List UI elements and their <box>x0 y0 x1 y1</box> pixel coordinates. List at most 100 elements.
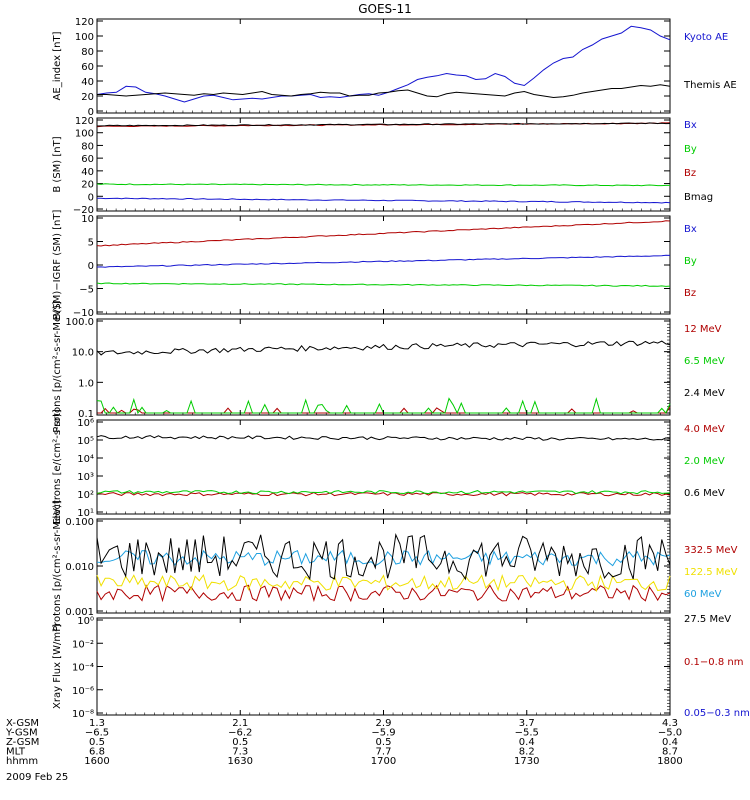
series-line-bx <box>97 197 671 204</box>
series-label: Bx <box>684 120 697 131</box>
series-label: 0.05−0.3 nm <box>684 708 750 719</box>
x-row-label: hhmm <box>6 756 38 767</box>
y-tick-label: 120 <box>75 116 94 127</box>
series-line-27-5-mev <box>96 533 671 581</box>
y-tick-label: 10⁵ <box>77 436 94 447</box>
series-label: 6.5 MeV <box>684 356 725 367</box>
x-tick-value: 8.7 <box>662 747 678 758</box>
y-tick-label: 120 <box>75 17 94 28</box>
x-tick-value: 2.1 <box>232 718 248 729</box>
x-tick-value: 1700 <box>371 756 396 767</box>
series-label: 332.5 MeV <box>684 545 738 556</box>
x-tick-value: 0.4 <box>662 737 678 748</box>
y-tick-label: 0.010 <box>65 562 94 573</box>
x-tick-value: 7.3 <box>232 747 248 758</box>
y-tick-label: 10² <box>77 490 94 501</box>
y-axis-label: AE_index [nT] <box>52 31 63 100</box>
y-tick-label: 100.0 <box>65 317 94 328</box>
x-tick-value: 0.5 <box>89 737 105 748</box>
series-line-332-5-mev <box>96 584 671 603</box>
panel-ae_index: 0 20 40 60 80 100 120 AE_index [nT] Kyoto AE Them… <box>52 17 737 118</box>
series-line-2-0-mev <box>96 490 671 495</box>
x-row-label: Z-GSM <box>6 737 39 748</box>
x-tick-value: 1600 <box>84 756 109 767</box>
panel-frame <box>96 117 671 212</box>
panel-frame <box>96 419 671 515</box>
series-label: By <box>684 144 697 155</box>
series-label: Bz <box>684 168 696 179</box>
series-label: Bmag <box>684 192 713 203</box>
y-tick-label: 0 <box>88 107 94 118</box>
x-tick-value: 1730 <box>514 756 539 767</box>
x-tick-value: −5.5 <box>515 728 539 739</box>
x-tick-value: 6.8 <box>89 747 105 758</box>
series-line-4-0-mev <box>96 492 671 497</box>
series-line-by <box>96 282 671 287</box>
x-tick-value: 8.2 <box>519 747 535 758</box>
panel-b_igrf: −10 −5 0 5 10 B(SM)−IGRF (SM) [nT] Bx By Bz <box>52 210 697 321</box>
y-tick-label: 5 <box>88 238 94 249</box>
series-label: Bx <box>684 224 697 235</box>
y-tick-label: 10⁰ <box>77 616 94 627</box>
series-line-by <box>96 183 670 187</box>
y-tick-label: 40 <box>81 167 94 178</box>
y-tick-label: 100 <box>75 32 94 43</box>
x-tick-value: 3.7 <box>519 718 535 729</box>
y-tick-label: 60 <box>81 154 94 165</box>
series-label: By <box>684 256 697 267</box>
x-tick-value: −6.2 <box>228 728 252 739</box>
x-tick-value: 0.5 <box>376 737 392 748</box>
x-tick-value: 1.3 <box>89 718 105 729</box>
series-label: 0.6 MeV <box>684 488 725 499</box>
series-label: Bz <box>684 288 696 299</box>
y-tick-label: 80 <box>81 141 94 152</box>
x-tick-value: −5.9 <box>371 728 395 739</box>
y-tick-label: 10⁶ <box>77 418 94 429</box>
series-line-themis-ae <box>97 84 671 99</box>
y-tick-label: 0 <box>88 192 94 203</box>
series-line-bx <box>96 254 671 268</box>
x-row-label: X-GSM <box>6 718 39 729</box>
series-line-kyoto-ae <box>96 25 671 103</box>
x-tick-value: 1800 <box>657 756 682 767</box>
y-tick-label: 10 <box>81 214 94 225</box>
series-label: 0.1−0.8 nm <box>684 657 743 668</box>
y-tick-label: 1.0 <box>78 378 94 389</box>
x-tick-value: 1630 <box>228 756 253 767</box>
y-tick-label: 20 <box>81 92 94 103</box>
y-tick-label: 0.1 <box>78 409 94 420</box>
y-axis-label: B (SM) [nT] <box>52 136 63 192</box>
series-label: Kyoto AE <box>684 32 728 43</box>
series-line-0-6-mev <box>96 435 671 441</box>
x-tick-value: 7.7 <box>376 747 392 758</box>
series-label: 60 MeV <box>684 589 722 600</box>
y-axis-label: Electrons [e/(cm²-s-sr)] <box>52 409 63 525</box>
y-tick-label: −10 <box>73 308 94 319</box>
y-tick-label: 10⁻⁴ <box>72 663 94 674</box>
y-tick-label: 80 <box>81 47 94 58</box>
y-tick-label: 60 <box>81 62 94 73</box>
series-line-bz <box>96 220 671 247</box>
chart-title: GOES-11 <box>358 2 412 16</box>
y-tick-label: 10⁻⁶ <box>72 686 94 697</box>
x-tick-value: 0.5 <box>232 737 248 748</box>
x-tick-value: 2.9 <box>376 718 392 729</box>
series-label: Themis AE <box>683 80 737 91</box>
y-tick-label: 10⁴ <box>77 454 94 465</box>
series-line-2-4-mev <box>96 340 671 356</box>
y-tick-label: 20 <box>81 180 94 191</box>
y-axis-label: B(SM)−IGRF (SM) [nT] <box>52 210 63 321</box>
series-label: 27.5 MeV <box>684 614 731 625</box>
x-row-label: MLT <box>6 747 26 758</box>
series-label: 2.0 MeV <box>684 456 725 467</box>
series-label: 12 MeV <box>684 324 722 335</box>
panel-electrons: 10¹ 10² 10³ 10⁴ 10⁵ 10⁶ Electrons [e/(cm²-s-sr… <box>52 409 725 525</box>
y-tick-label: 0.001 <box>65 607 94 618</box>
series-label: 4.0 MeV <box>684 424 725 435</box>
y-tick-label: 10³ <box>77 472 94 483</box>
x-tick-value: −6.5 <box>85 728 109 739</box>
panel-frame <box>96 617 671 716</box>
